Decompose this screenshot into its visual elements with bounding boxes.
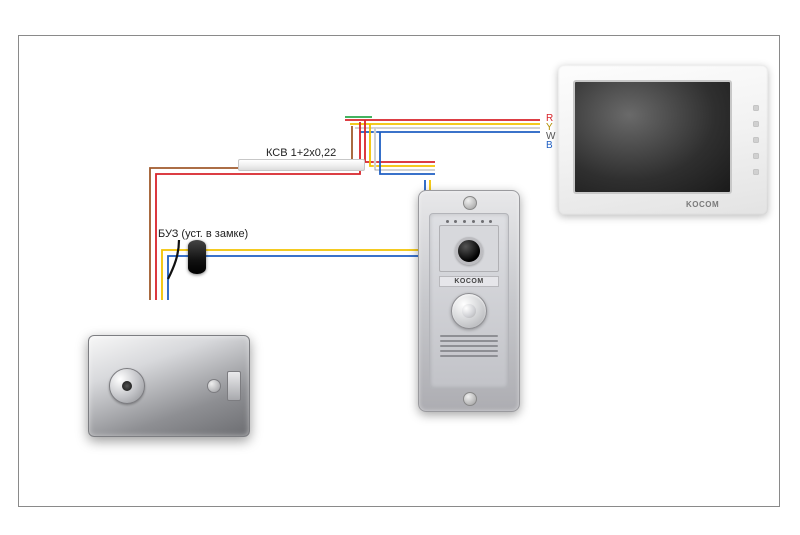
monitor-side-button[interactable]: [753, 121, 759, 127]
wire-blue-panel: [380, 132, 435, 174]
wire-white-panel-o: [375, 128, 435, 170]
panel-brand: KOCOM: [439, 276, 499, 287]
monitor-button-column: [750, 105, 762, 175]
wire-label-b: B: [546, 140, 553, 151]
lock-bolt: [227, 371, 241, 401]
video-monitor: KOCOM: [558, 65, 768, 215]
wire-white-panel: [375, 128, 435, 170]
door-call-panel: KOCOM: [418, 190, 520, 412]
monitor-brand: KOCOM: [686, 200, 719, 209]
speaker-grille: [440, 335, 498, 357]
monitor-side-button[interactable]: [753, 169, 759, 175]
panel-camera-box: [439, 225, 499, 272]
monitor-side-button[interactable]: [753, 137, 759, 143]
panel-screw-bottom: [463, 392, 477, 406]
panel-inner: KOCOM: [429, 213, 509, 389]
panel-screw-top: [463, 196, 477, 210]
monitor-side-button[interactable]: [753, 105, 759, 111]
lock-keyhole-icon: [207, 379, 221, 393]
cable-type-label: КСВ 1+2x0,22: [266, 147, 336, 159]
wire-yellow-lock: [162, 180, 430, 300]
wire-blue-lock: [168, 180, 425, 300]
wire-buz-tail: [168, 240, 179, 279]
cable-sleeve: [238, 159, 365, 171]
lock-cylinder-icon: [109, 368, 145, 404]
buz-module: [188, 240, 206, 274]
buz-label: БУЗ (уст. в замке): [158, 228, 248, 240]
call-button[interactable]: [451, 293, 487, 329]
camera-lens-icon: [455, 237, 483, 265]
monitor-side-button[interactable]: [753, 153, 759, 159]
monitor-screen: [573, 80, 732, 194]
panel-ir-leds: [440, 220, 498, 223]
electric-lock: [88, 335, 250, 437]
